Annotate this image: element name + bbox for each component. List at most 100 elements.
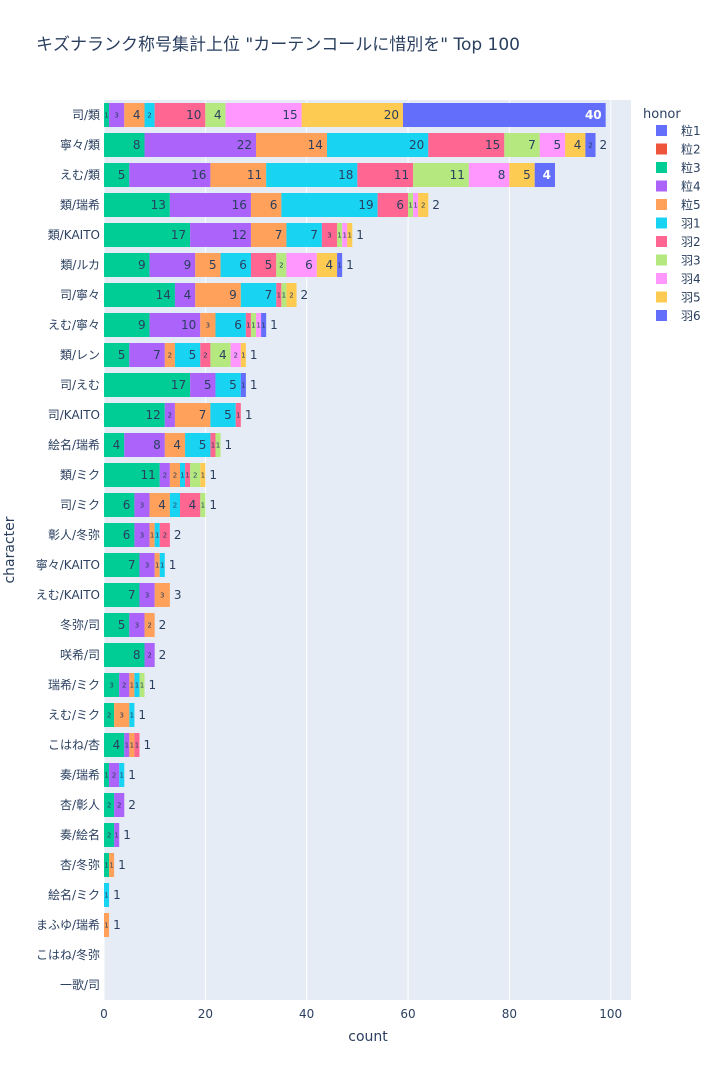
y-tick-label: えむ/KAITO	[36, 588, 100, 602]
legend-item[interactable]: 粒5	[681, 197, 701, 212]
data-label: 1	[408, 202, 412, 210]
bar-segment	[504, 133, 540, 157]
bar-segment	[174, 343, 201, 367]
legend-item[interactable]: 粒1	[681, 123, 701, 138]
bar-segment	[565, 133, 586, 157]
data-label: 7	[153, 348, 161, 362]
y-tick-label: 杏/彰人	[60, 797, 100, 812]
data-label: 3	[145, 562, 149, 570]
data-label: 1	[241, 382, 245, 390]
legend-swatch[interactable]	[656, 254, 667, 266]
bar-segment	[104, 883, 110, 907]
data-label: 4	[158, 498, 166, 512]
data-label: 5	[118, 348, 126, 362]
legend-swatch[interactable]	[656, 291, 667, 303]
legend-swatch[interactable]	[656, 199, 667, 210]
legend-item[interactable]: 羽4	[681, 272, 701, 286]
y-tick-label: 司/ミク	[60, 498, 100, 512]
bar-segment	[104, 523, 135, 547]
legend-item[interactable]: 羽5	[681, 291, 701, 305]
legend-item[interactable]: 羽2	[681, 235, 701, 249]
data-label: 9	[184, 258, 192, 272]
legend-swatch[interactable]	[656, 273, 667, 284]
outside-data-label: 1	[113, 918, 121, 932]
data-label: 2	[147, 652, 151, 660]
data-label: 3	[206, 322, 210, 330]
y-tick-label: 類/瑞希	[60, 197, 100, 212]
x-tick-label: 0	[100, 1007, 108, 1021]
data-label: 11	[247, 168, 262, 182]
bar-segment	[402, 103, 606, 127]
data-label: 2	[203, 352, 207, 360]
bar-segment	[250, 313, 257, 337]
legend-item[interactable]: 粒4	[681, 179, 701, 194]
data-label: 1	[216, 442, 220, 450]
bar-segment	[149, 253, 196, 277]
data-label: 19	[358, 198, 373, 212]
data-label: 16	[232, 198, 247, 212]
bar-segment	[104, 793, 115, 817]
bar-segment	[539, 133, 566, 157]
bar-segment	[104, 463, 160, 487]
data-label: 3	[140, 502, 144, 510]
bar-segment	[185, 433, 211, 457]
data-label: 1	[125, 742, 129, 750]
legend-swatch[interactable]	[656, 143, 667, 155]
bar-segment	[139, 673, 145, 697]
legend-item[interactable]: 羽1	[681, 217, 701, 231]
y-tick-label: 司/KAITO	[48, 408, 100, 422]
y-tick-label: 類/KAITO	[48, 228, 100, 242]
data-label: 1	[282, 292, 286, 300]
legend-swatch[interactable]	[656, 162, 667, 173]
y-tick-label: 咲希/司	[60, 647, 100, 662]
legend-swatch[interactable]	[656, 180, 667, 192]
data-label: 3	[160, 592, 164, 600]
data-label: 2	[234, 352, 238, 360]
data-label: 2	[117, 802, 121, 810]
bar-segment	[144, 133, 257, 157]
bar-segment	[104, 433, 125, 457]
data-label: 7	[199, 408, 207, 422]
y-tick-label: えむ/類	[60, 168, 100, 182]
bar-segment	[286, 283, 297, 307]
legend-item[interactable]: 羽3	[681, 254, 701, 268]
bar-segment	[210, 343, 231, 367]
bar-segment	[261, 313, 267, 337]
legend-swatch[interactable]	[656, 236, 667, 247]
bar-segment	[215, 433, 221, 457]
legend-swatch[interactable]	[656, 217, 667, 229]
data-label: 2	[147, 112, 151, 120]
data-label: 6	[396, 198, 404, 212]
bar-segment	[215, 313, 246, 337]
data-label: 5	[265, 258, 273, 272]
x-tick-label: 20	[198, 1007, 213, 1021]
legend-swatch[interactable]	[656, 310, 667, 321]
bar-segment	[534, 163, 555, 187]
outside-data-label: 1	[356, 228, 364, 242]
bar-segment	[104, 133, 145, 157]
legend-item[interactable]: 粒3	[681, 160, 701, 175]
data-label: 2	[168, 352, 172, 360]
outside-data-label: 1	[245, 408, 253, 422]
y-tick-label: 彰人/冬弥	[48, 527, 100, 542]
bar-segment	[337, 223, 343, 247]
y-tick-label: 寧々/類	[60, 137, 100, 152]
bar-segment	[256, 133, 327, 157]
legend-item[interactable]: 羽6	[681, 309, 701, 323]
data-label: 1	[236, 412, 240, 420]
bar-segment	[164, 433, 186, 457]
data-label: 1	[109, 862, 113, 870]
data-label: 1	[348, 232, 352, 240]
legend-swatch[interactable]	[656, 125, 667, 136]
data-label: 3	[109, 682, 113, 690]
data-label: 12	[146, 408, 161, 422]
bar-segment	[104, 313, 150, 337]
data-label: 1	[185, 472, 189, 480]
outside-data-label: 2	[128, 798, 136, 812]
bar-segment	[240, 343, 246, 367]
data-label: 5	[224, 408, 232, 422]
data-label: 11	[450, 168, 465, 182]
data-label: 8	[498, 168, 506, 182]
legend-item[interactable]: 粒2	[681, 142, 701, 157]
bar-segment	[104, 913, 110, 937]
